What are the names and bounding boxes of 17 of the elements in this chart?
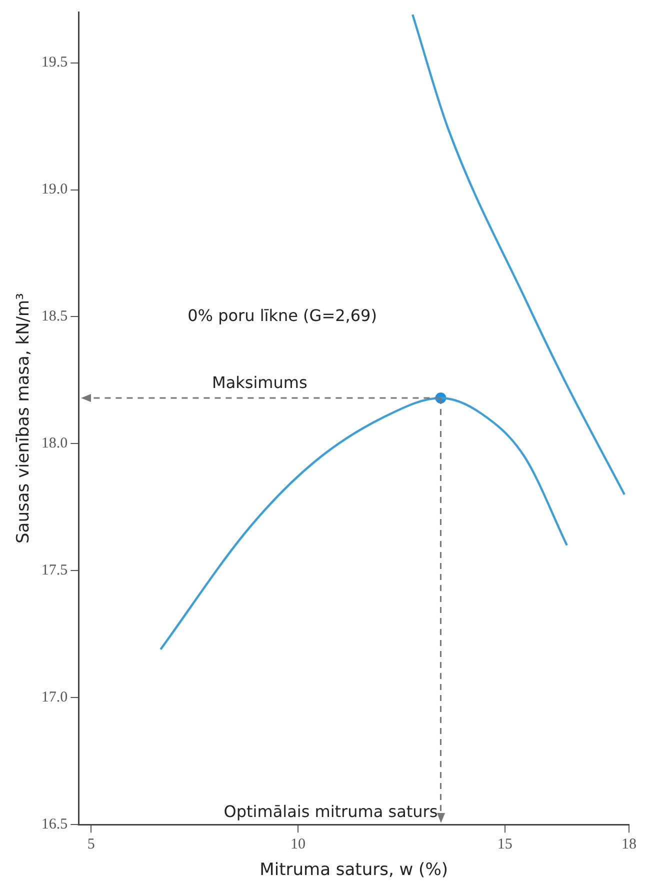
annotation: 0% poru līkne (G=2,69) xyxy=(188,306,377,325)
line-series xyxy=(411,13,626,496)
y-tick-label: 18.0 xyxy=(41,436,68,452)
x-tick-label: 5 xyxy=(87,836,95,853)
y-tick-label: 18.5 xyxy=(41,308,68,325)
ref-line-label: Optimālais mitruma saturs xyxy=(224,802,438,821)
y-axis-title: Sausas vienības masa, kN/m³ xyxy=(14,293,34,544)
y-tick-label: 17.5 xyxy=(41,562,68,579)
y-tick-label: 16.5 xyxy=(41,816,68,833)
y-tick-label: 19.0 xyxy=(41,182,68,198)
x-axis-title: Mitruma saturs, w (%) xyxy=(260,860,448,880)
y-tick-label: 19.5 xyxy=(41,54,68,71)
ref-line-label: Maksimums xyxy=(212,373,308,392)
x-tick-label: 18 xyxy=(622,836,636,853)
y-tick-label: 17.0 xyxy=(41,690,68,706)
x-tick-label: 10 xyxy=(290,836,306,853)
x-tick-label: 15 xyxy=(497,836,512,853)
